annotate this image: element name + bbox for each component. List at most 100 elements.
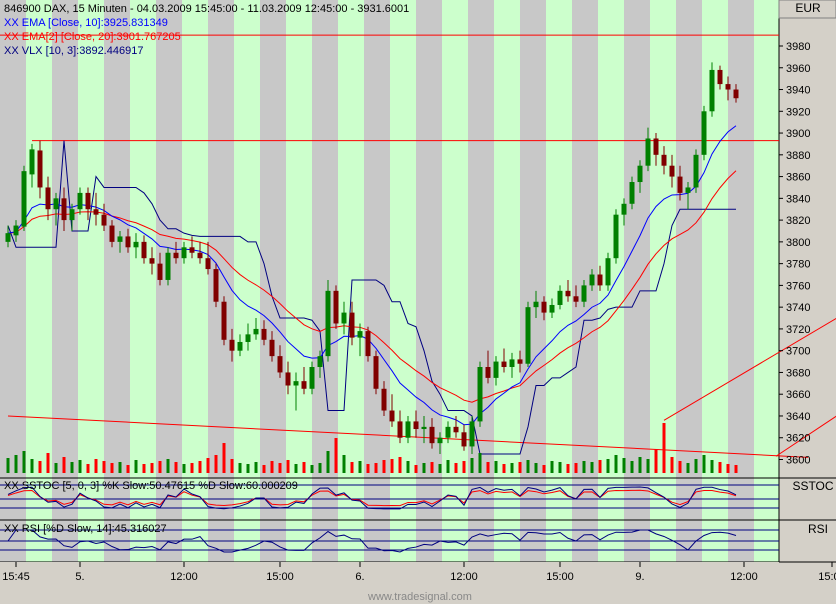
candle-body: [509, 359, 515, 368]
ema-series: [7, 125, 737, 426]
volume-bar: [38, 461, 42, 473]
volume-bar: [126, 465, 130, 473]
vlx-series: [7, 140, 736, 455]
volume-bar: [342, 455, 346, 473]
x-tick-label: 9.: [635, 571, 644, 583]
volume-bar: [246, 464, 250, 473]
x-tick-label: 12:00: [450, 571, 478, 583]
candle-body: [421, 426, 427, 430]
candle-body: [341, 312, 347, 324]
volume-bar: [414, 465, 418, 473]
y-tick-label: 3740: [786, 302, 810, 314]
volume-bar: [502, 464, 506, 473]
volume-bar: [134, 460, 138, 473]
candle-body: [581, 285, 587, 302]
volume-bar: [510, 463, 514, 473]
candle-body: [133, 241, 139, 248]
volume-bar: [470, 458, 474, 473]
trendline: [663, 317, 836, 421]
candle-body: [365, 331, 371, 357]
session-band: [312, 0, 338, 562]
candle-body: [541, 301, 547, 313]
candle-body: [69, 209, 75, 221]
y-tick-label: 3960: [786, 63, 810, 75]
candle-body: [109, 225, 115, 242]
candle-body: [589, 274, 595, 286]
session-band: [208, 0, 234, 562]
volume-bar: [334, 438, 338, 473]
rsi-pane: [0, 529, 779, 553]
volume-bar: [278, 463, 282, 473]
y-tick-label: 3880: [786, 150, 810, 162]
stoch-pane-label: SSTOC: [792, 479, 833, 493]
ema20-line: [7, 170, 737, 403]
candle-body: [709, 69, 715, 112]
candle-body: [413, 421, 419, 430]
candle-body: [245, 334, 251, 342]
volume-bar: [702, 455, 706, 473]
candle-body: [429, 426, 435, 444]
volume-bar: [622, 458, 626, 473]
stoch-d-line: [7, 489, 737, 507]
volume-bar: [646, 459, 650, 473]
x-tick-label: 15:45: [2, 571, 30, 583]
volume-bar: [214, 455, 218, 473]
y-tick-label: 3660: [786, 389, 810, 401]
volume-bar: [734, 465, 738, 473]
candle-body: [445, 426, 451, 438]
candle-body: [117, 236, 123, 242]
candle-body: [373, 356, 379, 389]
candle-body: [693, 154, 699, 188]
stoch-k-line: [7, 486, 737, 510]
volume-bar: [294, 464, 298, 473]
axis-background: [779, 0, 836, 604]
x-tick-label: 15:00: [818, 571, 836, 583]
volume-bar: [198, 461, 202, 473]
y-tick-label: 3720: [786, 324, 810, 336]
candle-body: [197, 252, 203, 259]
candle-body: [13, 225, 19, 236]
candle-body: [269, 339, 275, 357]
candle-body: [477, 367, 483, 422]
candle-body: [285, 372, 291, 386]
volume-bar: [46, 453, 50, 473]
volume-bar: [166, 459, 170, 473]
candle-body: [221, 301, 227, 340]
volume-bar: [598, 460, 602, 473]
candle-body: [53, 198, 59, 210]
volume-bar: [366, 464, 370, 473]
watermark: www.tradesignal.com: [367, 591, 472, 603]
rsi-pane-label: RSI: [808, 522, 828, 536]
stochastic-pane: [0, 484, 779, 510]
ema20-legend: XX EMA[2] [Close, 20]:3901.767205: [4, 31, 181, 43]
volume-bar: [78, 460, 82, 473]
candle-body: [253, 328, 259, 335]
candle-body: [165, 252, 171, 280]
ema10-line: [7, 125, 737, 426]
volume-bar: [590, 462, 594, 473]
volume-bar: [318, 463, 322, 473]
volume-bar: [550, 461, 554, 473]
candle-body: [621, 203, 627, 215]
candle-body: [469, 421, 475, 447]
candle-body: [637, 165, 643, 183]
volume-bar: [6, 458, 10, 473]
candle-body: [597, 274, 603, 286]
volume-bar: [302, 462, 306, 473]
volume-bar: [350, 462, 354, 473]
volume-bar: [726, 464, 730, 473]
volume-bar: [566, 464, 570, 473]
candle-body: [333, 290, 339, 324]
volume-bar: [446, 460, 450, 473]
volume-bar: [534, 463, 538, 473]
volume-bar: [678, 461, 682, 473]
candle-body: [61, 198, 67, 221]
volume-bar: [582, 461, 586, 473]
volume-bar: [230, 459, 234, 473]
candle-body: [317, 356, 323, 368]
candle-body: [101, 214, 107, 226]
volume-bar: [254, 462, 258, 473]
time-axis-bg: [0, 562, 779, 604]
candle-body: [85, 192, 91, 210]
